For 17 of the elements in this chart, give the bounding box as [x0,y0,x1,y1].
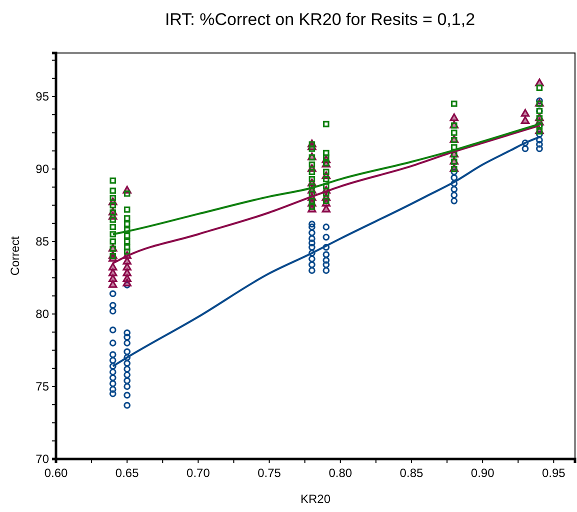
y-tick-label: 75 [36,379,50,394]
x-tick-label: 0.60 [44,466,68,480]
x-tick-label: 0.95 [542,466,566,480]
y-tick-label: 70 [36,452,50,466]
y-tick-label: 80 [36,306,50,321]
x-tick-label: 0.75 [258,466,282,480]
chart-title: IRT: %Correct on KR20 for Resits = 0,1,2 [164,10,476,29]
x-tick-label: 0.70 [186,466,210,480]
x-tick-label: 0.90 [470,466,495,480]
x-tick-label: 0.80 [328,466,352,480]
y-tick-label: 90 [36,162,50,176]
y-tick-label: 85 [36,234,50,248]
x-axis-title: KR20 [300,492,331,506]
x-tick-label: 0.85 [400,466,424,480]
y-axis-title: Correct [8,236,22,276]
x-tick-label: 0.65 [115,466,140,480]
y-tick-label: 95 [36,89,50,104]
